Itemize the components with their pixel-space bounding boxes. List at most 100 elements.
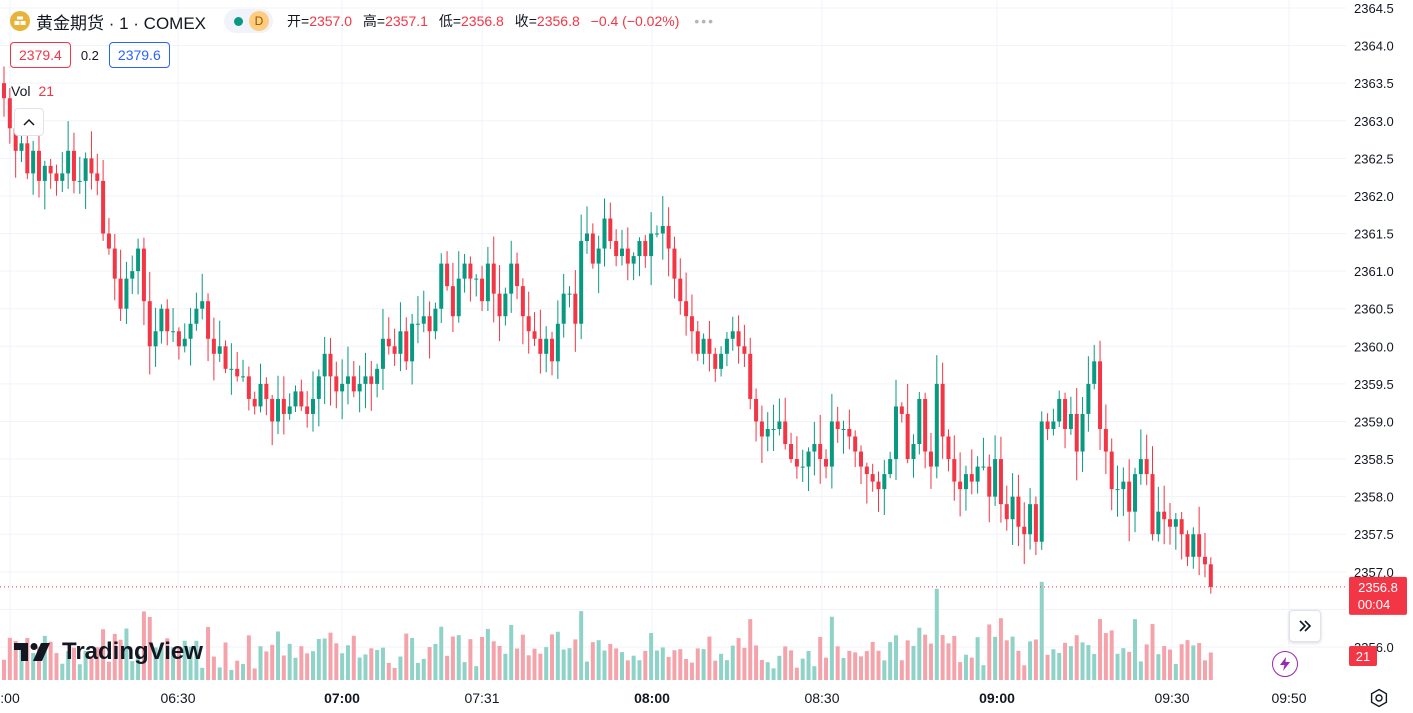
candle-body — [544, 338, 549, 354]
candle — [987, 454, 992, 523]
candle-body — [963, 474, 968, 490]
candle — [1202, 532, 1207, 578]
y-tick-label: 2360.5 — [1354, 302, 1394, 317]
candle-body — [159, 308, 164, 332]
candle — [95, 153, 100, 196]
volume-bar — [719, 653, 724, 680]
candle — [975, 456, 980, 494]
volume-bar — [1202, 660, 1207, 680]
volume-bar — [1156, 654, 1161, 680]
candle — [579, 214, 584, 340]
candle-body — [940, 383, 945, 437]
candle — [643, 234, 648, 268]
volume-bar — [54, 653, 59, 680]
candle — [305, 391, 310, 428]
candles — [2, 66, 1213, 594]
candle-body — [1191, 534, 1196, 557]
volume-bar — [340, 653, 345, 680]
candle-body — [101, 180, 106, 234]
candle — [1057, 390, 1062, 428]
candle — [754, 388, 759, 442]
volume-bar — [835, 646, 840, 680]
candle — [544, 326, 549, 373]
candle — [963, 465, 968, 511]
candle — [276, 375, 281, 435]
candle-body — [305, 406, 310, 414]
status-badges[interactable]: D — [224, 9, 274, 33]
candle-body — [404, 331, 409, 362]
candle — [118, 249, 123, 322]
candle-body — [870, 474, 875, 482]
candle — [415, 296, 420, 344]
candle-body — [684, 301, 689, 317]
candle-body — [141, 248, 146, 302]
last-price-label: 2356.8 00:04 21 — [1349, 576, 1407, 666]
candle — [71, 132, 76, 194]
volume-bar — [13, 640, 18, 680]
candle — [112, 233, 117, 301]
candle-body — [36, 150, 41, 181]
volume-bar — [357, 657, 362, 680]
candle-body — [969, 474, 974, 482]
candle-body — [1173, 519, 1178, 527]
candle — [853, 430, 858, 468]
symbol-title[interactable]: 黄金期货 · 1 · COMEX — [36, 13, 207, 33]
candle-body — [392, 346, 397, 354]
candle — [515, 252, 520, 300]
candle — [1179, 511, 1184, 560]
candle-body — [1197, 534, 1202, 557]
volume-bar — [299, 646, 304, 680]
volume-bar — [264, 651, 269, 680]
volume-bar — [497, 645, 502, 680]
volume-bar — [89, 656, 94, 680]
y-tick-label: 2363.0 — [1354, 114, 1394, 129]
lightning-icon[interactable] — [1272, 651, 1298, 677]
candle-body — [515, 263, 520, 287]
candle-body — [1144, 459, 1149, 475]
candle — [89, 131, 94, 190]
candle — [375, 363, 380, 398]
candle — [404, 317, 409, 370]
candle — [1074, 388, 1079, 481]
tradingview-logo[interactable]: TradingView — [14, 638, 203, 666]
volume-label: Vol — [11, 83, 31, 99]
market-open-icon — [234, 16, 244, 26]
candle — [911, 434, 916, 478]
volume-bar — [888, 642, 893, 680]
volume-bar — [480, 636, 485, 680]
candle-body — [1086, 383, 1091, 414]
candle-body — [520, 286, 525, 317]
candle-body — [719, 353, 724, 369]
bid-price-button[interactable]: 2379.4 — [10, 42, 71, 68]
more-icon[interactable]: ••• — [694, 13, 716, 29]
candle-body — [981, 466, 986, 468]
volume-bars — [2, 581, 1213, 680]
collapse-legend-button[interactable] — [14, 108, 44, 136]
candle-body — [532, 331, 537, 339]
last-volume-badge — [1349, 646, 1377, 666]
volume-bar — [369, 648, 374, 680]
candle-body — [1121, 481, 1126, 490]
volume-bar — [940, 635, 945, 680]
volume-bar — [316, 638, 321, 680]
volume-bar — [241, 664, 246, 680]
volume-bar — [229, 669, 234, 680]
volume-bar — [427, 647, 432, 680]
candle-body — [1098, 361, 1103, 429]
candle — [223, 340, 228, 374]
candle — [1004, 485, 1009, 531]
candle — [427, 301, 432, 359]
volume-bar — [71, 647, 76, 680]
ask-price-button[interactable]: 2379.6 — [108, 42, 170, 68]
candle — [928, 432, 933, 489]
scroll-to-realtime-button[interactable] — [1289, 610, 1321, 642]
candle-body — [322, 353, 327, 377]
volume-bar — [1039, 581, 1044, 680]
axis-settings-icon[interactable] — [1369, 688, 1389, 713]
candle — [1208, 557, 1213, 594]
ohlc-values: 开=2357.0 高=2357.1 低=2356.8 收=2356.8 −0.4… — [287, 11, 686, 31]
volume-bar — [36, 647, 41, 680]
candle-body — [439, 263, 444, 309]
candle — [503, 287, 508, 326]
